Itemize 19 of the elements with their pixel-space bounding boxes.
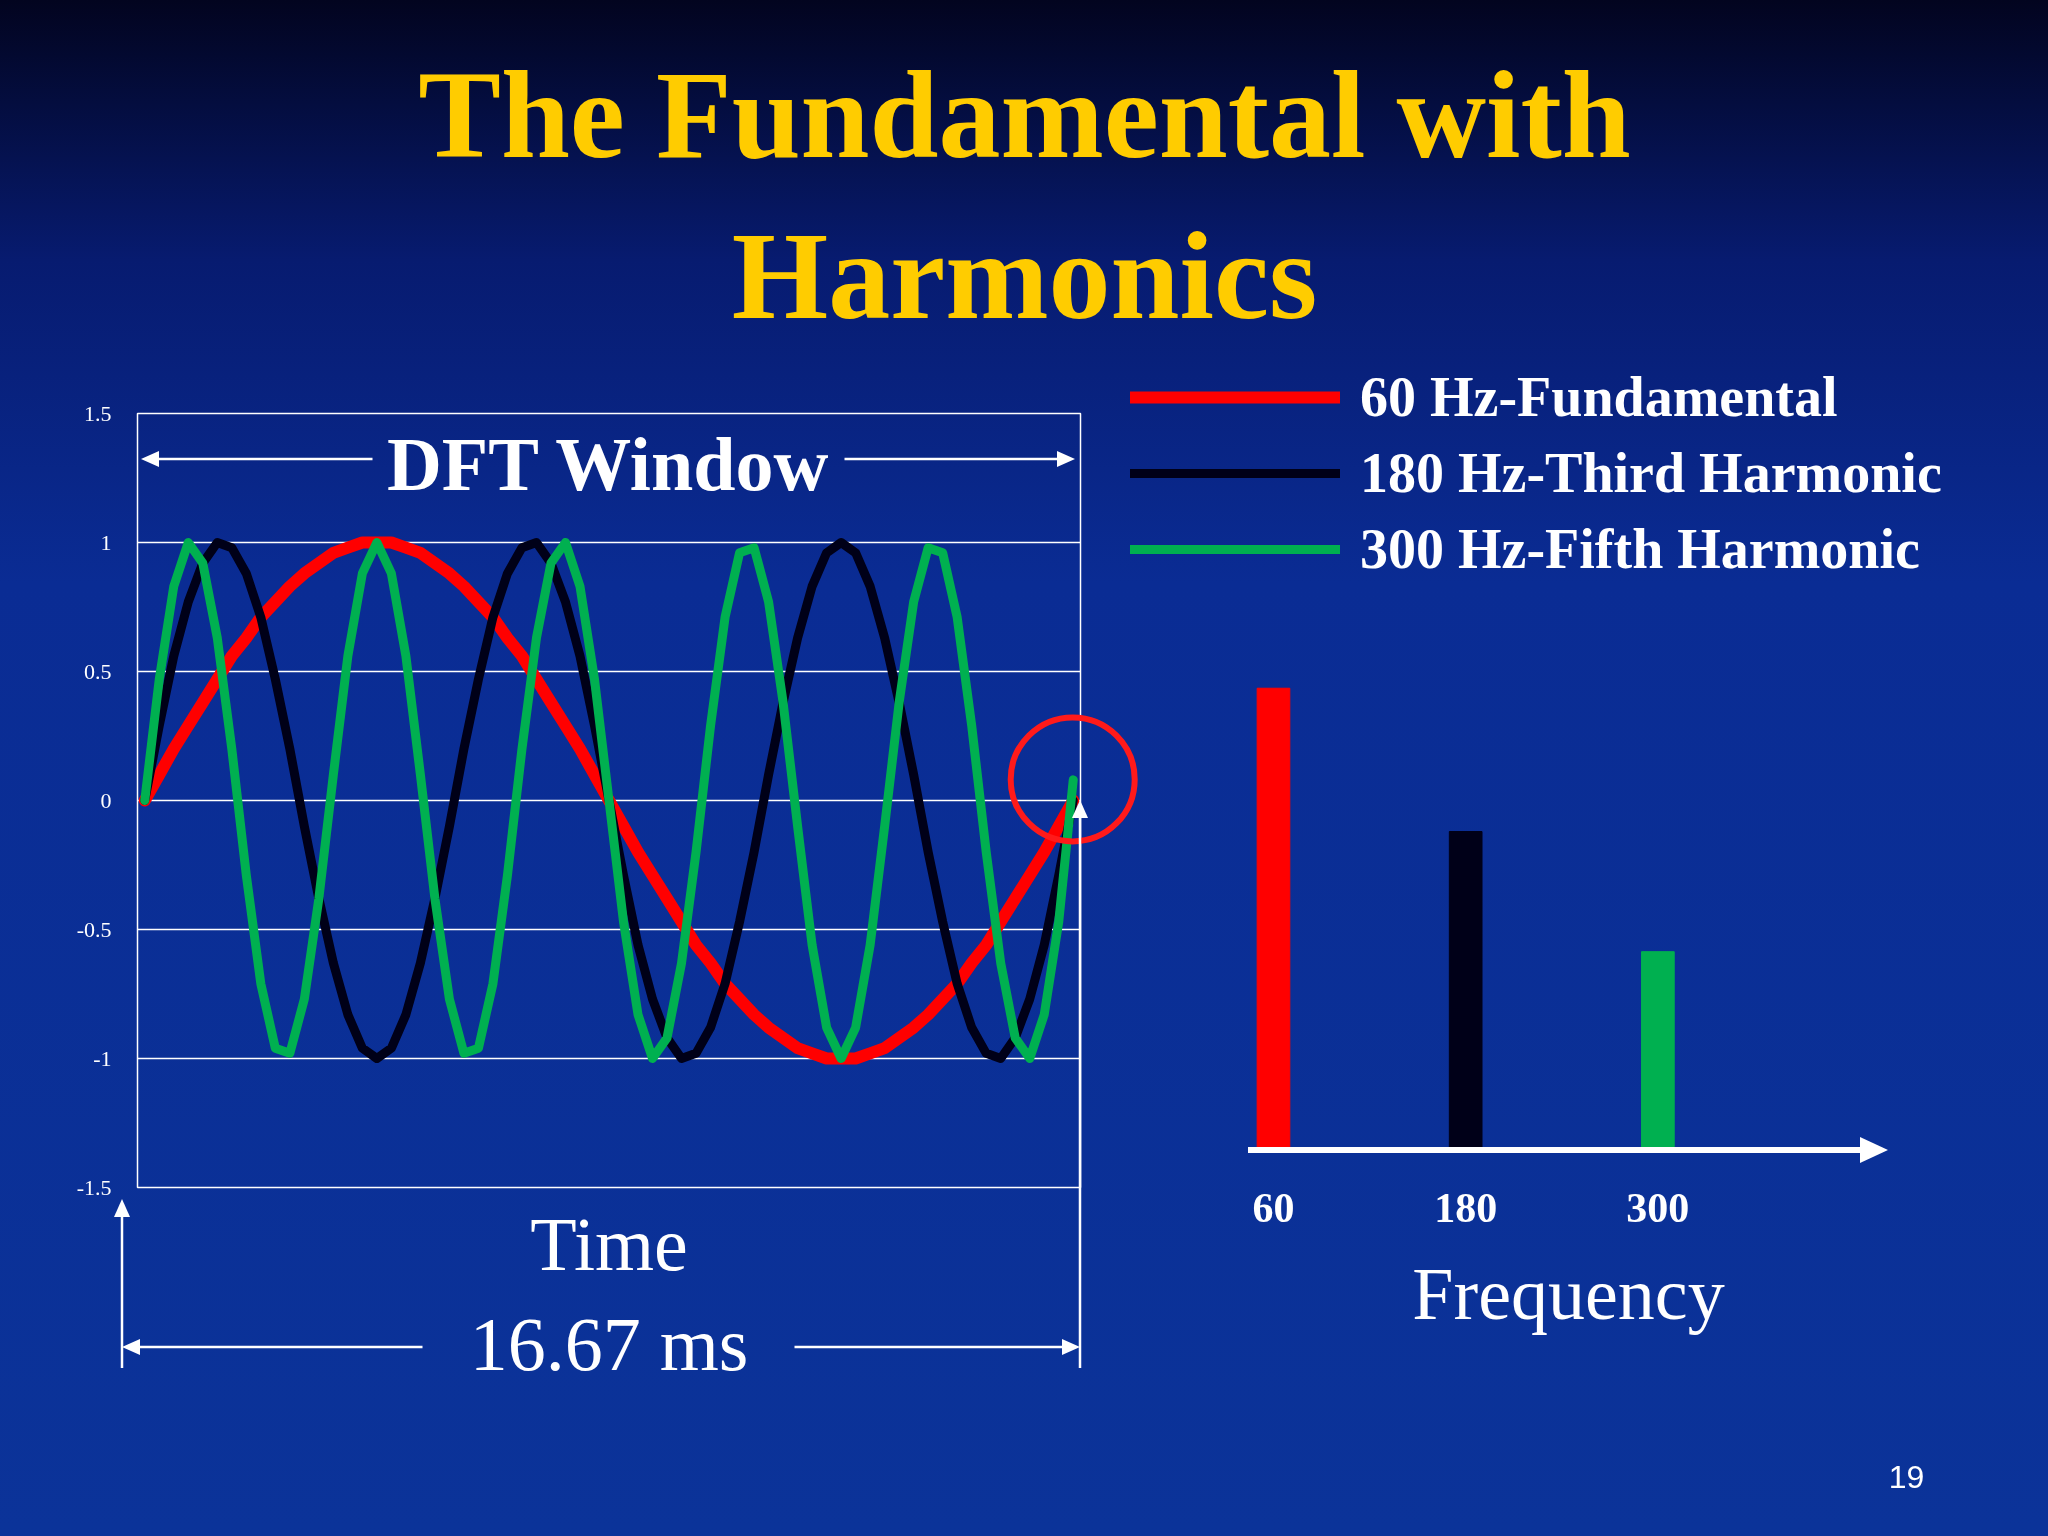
legend-label: 180 Hz-Third Harmonic (1360, 441, 1942, 505)
x-tick-label: 300 (1626, 1184, 1690, 1231)
y-tick-label: 0.5 (84, 658, 112, 684)
x-axis-title: Time (530, 1201, 688, 1286)
y-tick-label: 1.5 (84, 400, 112, 426)
annotation: DFT Window (386, 421, 829, 506)
y-tick-label: 1 (100, 529, 112, 555)
x-tick-label: 180 (1434, 1184, 1498, 1231)
y-tick-label: -1.5 (76, 1174, 112, 1200)
text: 19 (1888, 1458, 1925, 1495)
legend-label: 60 Hz-Fundamental (1360, 365, 1838, 429)
y-tick-label: -1 (93, 1045, 112, 1071)
y-tick-label: -0.5 (76, 916, 112, 942)
chart-title: The Fundamental with Harmonics (418, 46, 1631, 346)
x-axis-title: Frequency (1412, 1252, 1725, 1335)
y-tick-label: 0 (100, 787, 112, 813)
text: 16.67 ms (469, 1301, 749, 1386)
legend-label: 300 Hz-Fifth Harmonic (1360, 517, 1920, 581)
x-tick-label: 60 (1252, 1184, 1295, 1231)
